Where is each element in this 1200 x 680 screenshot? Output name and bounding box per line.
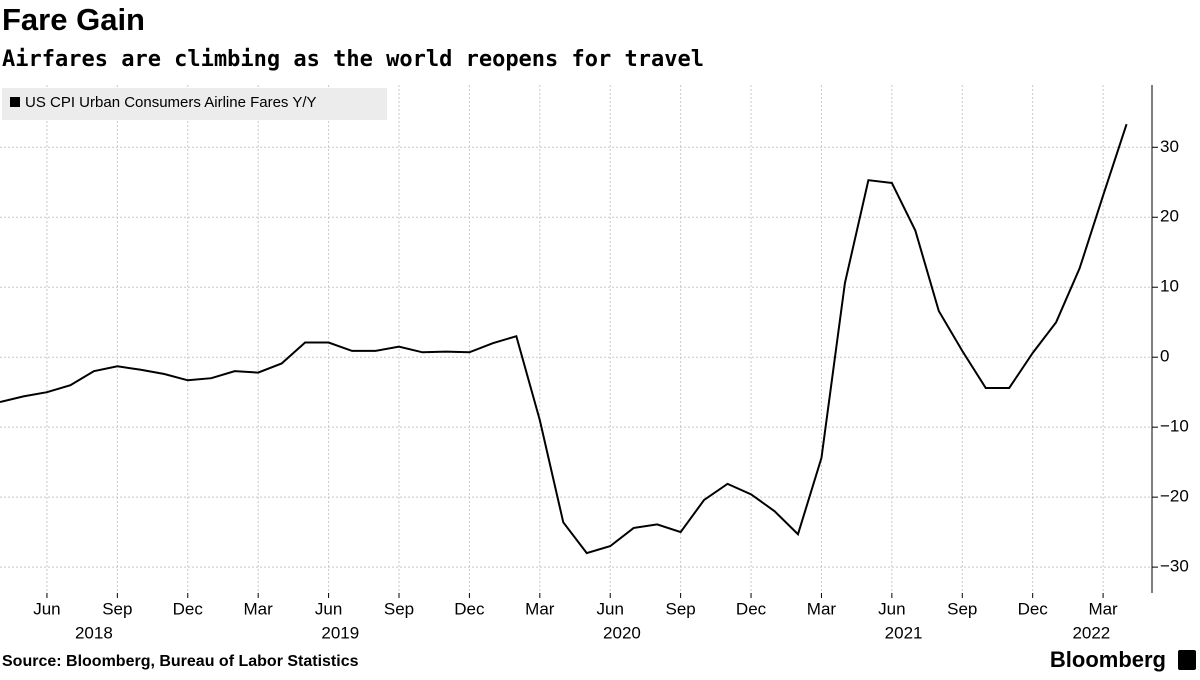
legend-swatch xyxy=(10,97,20,107)
y-tick-label: 0 xyxy=(1160,347,1169,366)
x-tick-label: Dec xyxy=(173,599,204,618)
y-tick-label: 10 xyxy=(1160,277,1179,296)
x-tick-label: Mar xyxy=(525,599,555,618)
x-tick-label: Mar xyxy=(244,599,274,618)
chart-subtitle: Airfares are climbing as the world reope… xyxy=(2,47,704,72)
x-year-label: 2019 xyxy=(321,623,359,642)
x-year-label: 2020 xyxy=(603,623,641,642)
y-tick-label: 20 xyxy=(1160,207,1179,226)
x-year-label: 2018 xyxy=(75,623,113,642)
legend-label: US CPI Urban Consumers Airline Fares Y/Y xyxy=(25,94,317,111)
x-tick-label: Sep xyxy=(384,599,414,618)
x-year-label: 2022 xyxy=(1072,623,1110,642)
chart-title: Fare Gain xyxy=(2,2,145,37)
source-note: Source: Bloomberg, Bureau of Labor Stati… xyxy=(2,653,359,670)
x-tick-label: Jun xyxy=(878,599,905,618)
brand: Bloomberg xyxy=(1050,647,1166,672)
x-tick-label: Dec xyxy=(1018,599,1049,618)
x-tick-label: Sep xyxy=(666,599,696,618)
x-tick-label: Jun xyxy=(597,599,624,618)
x-tick-label: Sep xyxy=(102,599,132,618)
legend-box xyxy=(2,88,387,120)
x-year-label: 2021 xyxy=(885,623,923,642)
series-line xyxy=(0,123,1128,555)
plot-area: −30 −20 −10 0 10 20 30 Jun Sep Dec Mar Jun Sep Dec Mar… xyxy=(0,85,1189,642)
x-tick-label: Mar xyxy=(807,599,837,618)
y-tick-label: 30 xyxy=(1160,137,1179,156)
x-tick-label: Dec xyxy=(736,599,767,618)
y-tick-label: −30 xyxy=(1160,557,1189,576)
x-tick-label: Sep xyxy=(947,599,977,618)
y-tick-label: −20 xyxy=(1160,487,1189,506)
y-tick-label: −10 xyxy=(1160,417,1189,436)
x-tick-label: Dec xyxy=(454,599,485,618)
x-tick-label: Jun xyxy=(315,599,342,618)
brand-icon xyxy=(1178,650,1196,670)
x-tick-label: Jun xyxy=(33,599,60,618)
x-tick-label: Mar xyxy=(1088,599,1118,618)
